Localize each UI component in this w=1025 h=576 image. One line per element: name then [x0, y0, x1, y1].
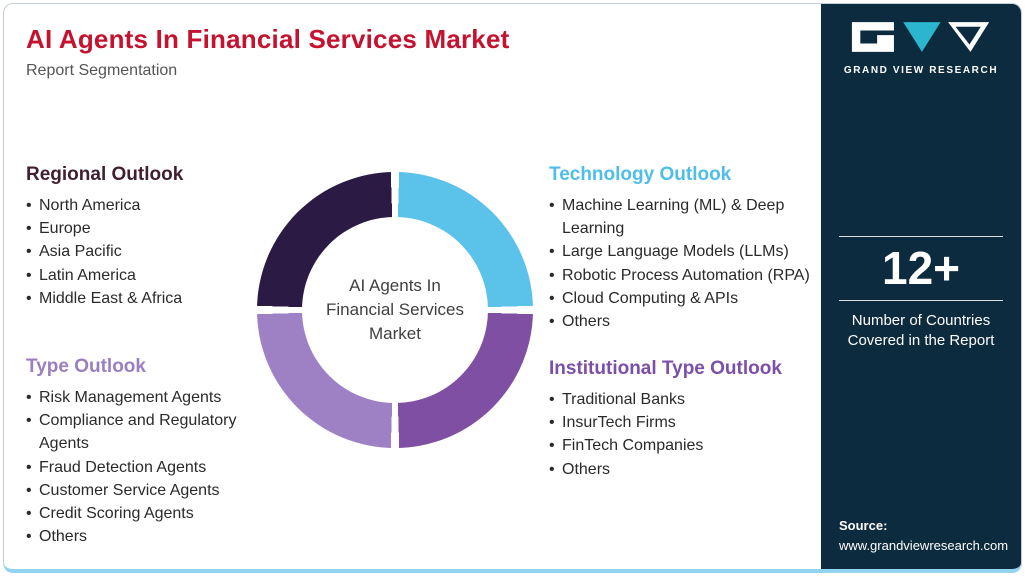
list-item: Europe	[26, 217, 271, 240]
list-item: Others	[26, 525, 276, 548]
stat-value: 12+	[881, 242, 961, 294]
donut-center: AI Agents In Financial Services Market	[302, 217, 488, 403]
section-heading: Institutional Type Outlook	[549, 358, 782, 379]
list-item: Cloud Computing & APIs	[549, 287, 811, 310]
list-item: Asia Pacific	[26, 240, 271, 263]
list-item: Robotic Process Automation (RPA)	[549, 264, 811, 287]
list-item: North America	[26, 194, 271, 217]
list-item: Fraud Detection Agents	[26, 456, 276, 479]
donut-chart: AI Agents In Financial Services Market	[257, 172, 533, 448]
list-item: Compliance and Regulatory Agents	[26, 409, 276, 455]
divider	[839, 236, 1003, 237]
section-type-outlook: Type Outlook Risk Management AgentsCompl…	[26, 356, 276, 549]
list-item: Machine Learning (ML) & Deep Learning	[549, 194, 811, 240]
list-item: Others	[549, 310, 811, 333]
brand-logo: GRAND VIEW RESEARCH	[821, 20, 1021, 76]
page-subtitle: Report Segmentation	[26, 62, 178, 79]
stat-caption: Number of Countries Covered in the Repor…	[847, 311, 995, 349]
donut-center-label: AI Agents In Financial Services Market	[326, 276, 464, 343]
list-item: InsurTech Firms	[549, 411, 819, 434]
source-block: Source: www.grandviewresearch.com	[839, 516, 1011, 555]
list-item: Latin America	[26, 264, 271, 287]
list-item: Customer Service Agents	[26, 479, 276, 502]
section-heading: Technology Outlook	[549, 164, 732, 185]
section-heading: Regional Outlook	[26, 164, 184, 185]
report-card: AI Agents In Financial Services Market R…	[3, 3, 1022, 573]
bullet-list: North AmericaEuropeAsia PacificLatin Ame…	[26, 194, 271, 310]
section-institutional-type-outlook: Institutional Type Outlook Traditional B…	[549, 358, 819, 481]
list-item: FinTech Companies	[549, 434, 819, 457]
page-title: AI Agents In Financial Services Market	[26, 24, 510, 54]
bullet-list: Risk Management AgentsCompliance and Reg…	[26, 386, 276, 549]
section-regional-outlook: Regional Outlook North AmericaEuropeAsia…	[26, 164, 271, 310]
list-item: Credit Scoring Agents	[26, 502, 276, 525]
divider	[839, 299, 1003, 301]
list-item: Others	[549, 458, 819, 481]
source-label: Source:	[839, 518, 888, 533]
source-url: www.grandviewresearch.com	[839, 537, 1009, 553]
section-heading: Type Outlook	[26, 356, 146, 377]
list-item: Traditional Banks	[549, 388, 819, 411]
list-item: Middle East & Africa	[26, 287, 271, 310]
bullet-list: Traditional BanksInsurTech FirmsFinTech …	[549, 388, 819, 481]
section-technology-outlook: Technology Outlook Machine Learning (ML)…	[549, 164, 811, 333]
gvr-logo-icon	[851, 22, 990, 52]
countries-stat: 12+ Number of Countries Covered in the R…	[839, 236, 1003, 351]
list-item: Large Language Models (LLMs)	[549, 240, 811, 263]
sidebar: GRAND VIEW RESEARCH 12+ Number of Countr…	[821, 4, 1021, 569]
bullet-list: Machine Learning (ML) & Deep LearningLar…	[549, 194, 811, 333]
brand-name: GRAND VIEW RESEARCH	[843, 65, 999, 76]
list-item: Risk Management Agents	[26, 386, 276, 409]
